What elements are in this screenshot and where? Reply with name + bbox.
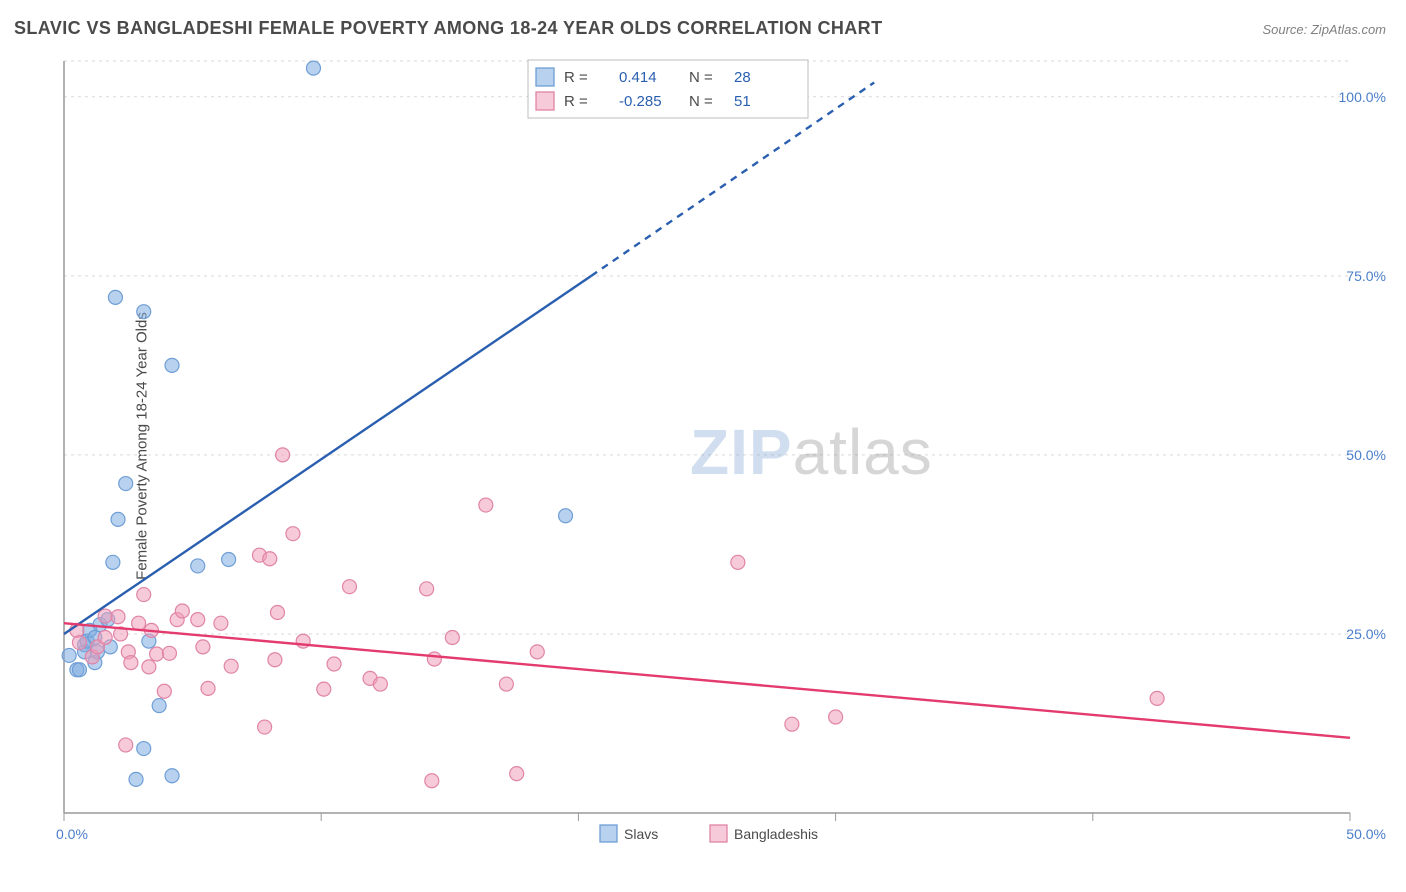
svg-text:N =: N =: [689, 93, 713, 110]
svg-text:75.0%: 75.0%: [1346, 268, 1386, 284]
svg-text:50.0%: 50.0%: [1346, 826, 1386, 842]
svg-text:Slavs: Slavs: [624, 826, 658, 842]
svg-text:100.0%: 100.0%: [1339, 89, 1386, 105]
svg-text:0.0%: 0.0%: [56, 826, 88, 842]
svg-text:28: 28: [734, 69, 751, 86]
svg-text:25.0%: 25.0%: [1346, 626, 1386, 642]
svg-text:51: 51: [734, 93, 751, 110]
scatter-chart: 25.0% 50.0% 75.0% 100.0% 0.0% 50.0% R = 0.414 N …: [50, 55, 1390, 845]
source-attribution: Source: ZipAtlas.com: [1262, 22, 1386, 37]
chart-title: SLAVIC VS BANGLADESHI FEMALE POVERTY AMO…: [14, 18, 882, 39]
svg-text:N =: N =: [689, 69, 713, 86]
svg-text:R =: R =: [564, 93, 588, 110]
svg-text:50.0%: 50.0%: [1346, 447, 1386, 463]
svg-text:0.414: 0.414: [619, 69, 657, 86]
svg-text:R =: R =: [564, 69, 588, 86]
svg-text:Bangladeshis: Bangladeshis: [734, 826, 818, 842]
chart-area: 25.0% 50.0% 75.0% 100.0% 0.0% 50.0% R = 0.414 N …: [50, 55, 1390, 845]
svg-text:-0.285: -0.285: [619, 93, 662, 110]
